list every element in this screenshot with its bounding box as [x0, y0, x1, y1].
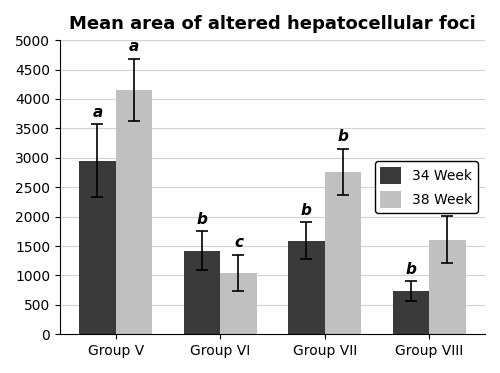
- Text: b: b: [301, 203, 312, 218]
- Bar: [184, 251, 220, 334]
- Bar: [220, 273, 257, 334]
- Text: a: a: [92, 104, 102, 119]
- Legend: 34 Week, 38 Week: 34 Week, 38 Week: [375, 161, 478, 213]
- Bar: [324, 172, 361, 334]
- Title: Mean area of altered hepatocellular foci: Mean area of altered hepatocellular foci: [69, 15, 476, 33]
- Bar: [392, 291, 429, 334]
- Text: a: a: [129, 39, 139, 54]
- Bar: [288, 241, 325, 334]
- Text: b: b: [406, 261, 416, 277]
- Text: c: c: [234, 235, 243, 250]
- Text: b: b: [338, 129, 348, 144]
- Bar: [116, 90, 152, 334]
- Bar: [429, 239, 466, 334]
- Bar: [79, 161, 116, 334]
- Text: c: c: [443, 196, 452, 211]
- Text: b: b: [196, 211, 207, 227]
